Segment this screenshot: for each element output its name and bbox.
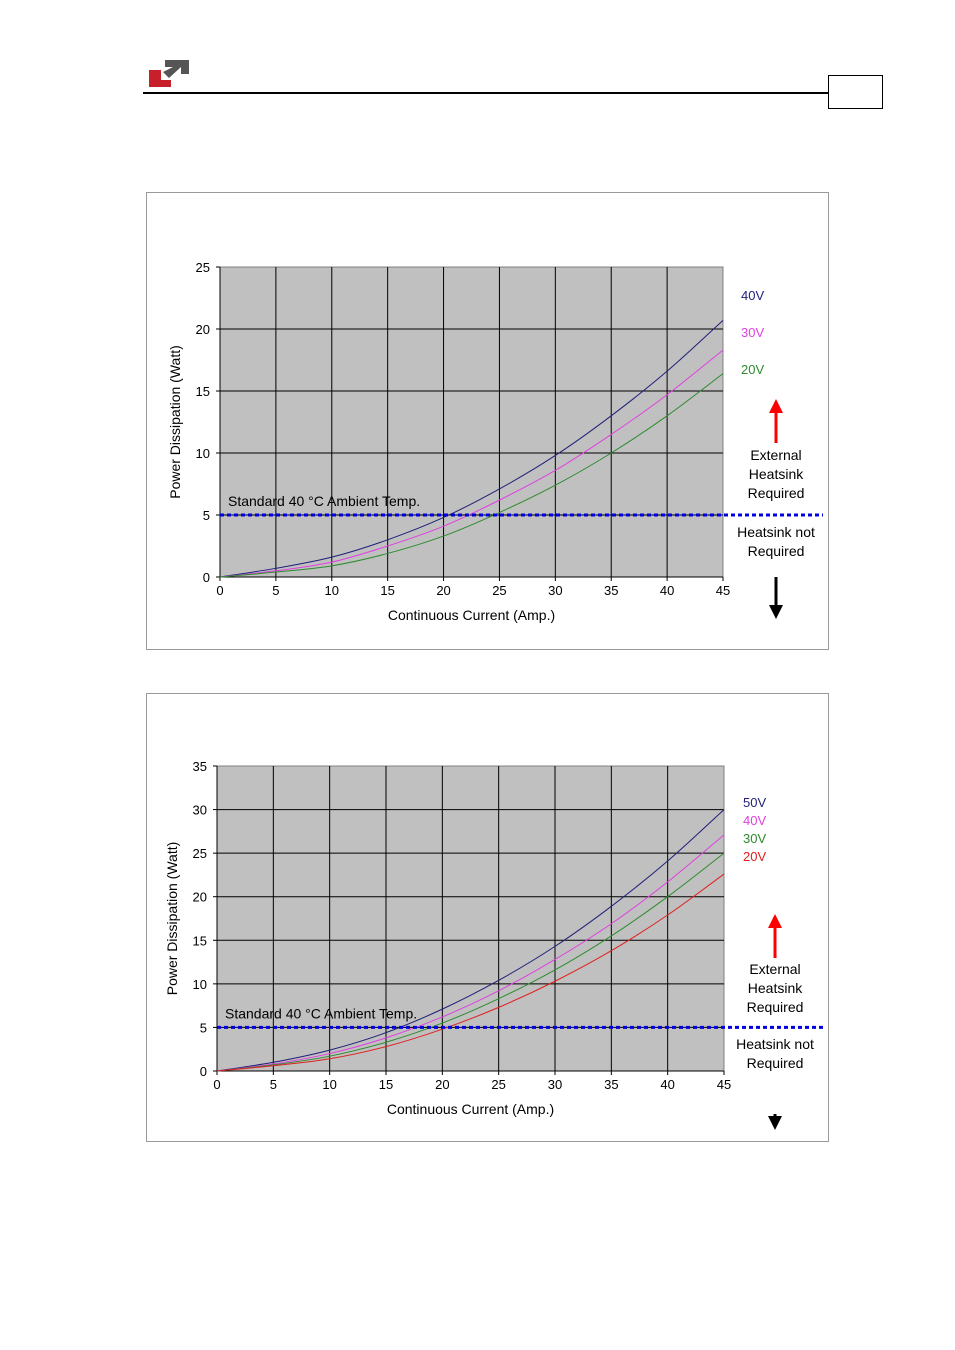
y-tick-label: 20 bbox=[196, 322, 210, 337]
x-tick-label: 30 bbox=[548, 1077, 562, 1092]
y-axis-title: Power Dissipation (Watt) bbox=[167, 345, 183, 499]
x-tick-label: 35 bbox=[604, 1077, 618, 1092]
x-tick-label: 35 bbox=[604, 583, 618, 598]
legend-entry-40V: 40V bbox=[741, 288, 764, 303]
x-tick-label: 15 bbox=[380, 583, 394, 598]
x-tick-label: 45 bbox=[717, 1077, 731, 1092]
x-tick-label: 40 bbox=[660, 1077, 674, 1092]
x-tick-label: 25 bbox=[491, 1077, 505, 1092]
chart-frame-2: 0 5 10 15 20 25 30 35 40 45 0 5 10 15 20 25 30 35 Continuo… bbox=[146, 693, 829, 1142]
down-arrow-head-icon bbox=[769, 605, 783, 619]
series-line-20V bbox=[219, 373, 724, 578]
x-tick-label: 20 bbox=[435, 1077, 449, 1092]
x-tick-label: 15 bbox=[379, 1077, 393, 1092]
x-tick-label: 0 bbox=[216, 583, 223, 598]
legend-entry-40V: 40V bbox=[743, 813, 766, 828]
up-arrow-head-icon bbox=[768, 914, 782, 928]
x-axis-title: Continuous Current (Amp.) bbox=[388, 607, 555, 623]
heatsink-not-required-label: Required bbox=[748, 543, 805, 559]
y-axis-title: Power Dissipation (Watt) bbox=[164, 842, 180, 996]
y-tick-label: 10 bbox=[196, 446, 210, 461]
series-line-40V bbox=[216, 834, 725, 1072]
y-tick-label: 5 bbox=[200, 1020, 207, 1035]
page-number-box bbox=[828, 75, 883, 109]
y-tick-label: 10 bbox=[193, 977, 207, 992]
y-tick-label: 20 bbox=[193, 890, 207, 905]
legend-entry-30V: 30V bbox=[743, 831, 766, 846]
heatsink-required-label: Required bbox=[748, 485, 805, 501]
plot-area-2 bbox=[216, 765, 725, 1072]
heatsink-required-label: External bbox=[749, 961, 800, 977]
x-tick-label: 20 bbox=[436, 583, 450, 598]
x-axis-title: Continuous Current (Amp.) bbox=[387, 1101, 554, 1117]
chart-frame-1: 0 5 10 15 20 25 30 35 40 45 0 5 10 15 20 25 Continuous C… bbox=[146, 192, 829, 650]
x-tick-label: 10 bbox=[325, 583, 339, 598]
heatsink-not-required-label: Heatsink not bbox=[737, 524, 815, 540]
x-tick-label: 5 bbox=[272, 583, 279, 598]
x-tick-label: 40 bbox=[660, 583, 674, 598]
down-arrow-head-icon bbox=[768, 1116, 782, 1130]
x-tick-label: 5 bbox=[270, 1077, 277, 1092]
series-line-30V bbox=[216, 852, 725, 1072]
x-tick-label: 45 bbox=[716, 583, 730, 598]
threshold-label: Standard 40 °C Ambient Temp. bbox=[228, 493, 420, 509]
heatsink-required-label: External bbox=[750, 447, 801, 463]
series-line-20V bbox=[216, 873, 725, 1072]
y-tick-label: 25 bbox=[193, 846, 207, 861]
x-tick-label: 25 bbox=[492, 583, 506, 598]
header-rule bbox=[143, 92, 828, 94]
power-dissipation-chart-1: 0 5 10 15 20 25 30 35 40 45 0 5 10 15 20 25 Continuous C… bbox=[167, 260, 823, 623]
plot-area-1 bbox=[219, 266, 724, 578]
power-dissipation-chart-2: 0 5 10 15 20 25 30 35 40 45 0 5 10 15 20 25 30 35 Continuo… bbox=[164, 759, 823, 1130]
y-tick-label: 0 bbox=[200, 1064, 207, 1079]
legend-entry-50V: 50V bbox=[743, 795, 766, 810]
up-arrow-head-icon bbox=[769, 399, 783, 413]
y-tick-label: 5 bbox=[203, 508, 210, 523]
y-tick-label: 25 bbox=[196, 260, 210, 275]
series-line-40V bbox=[219, 319, 724, 578]
heatsink-not-required-label: Heatsink not bbox=[736, 1036, 814, 1052]
company-logo-icon bbox=[149, 60, 189, 87]
series-line-50V bbox=[216, 809, 725, 1072]
heatsink-not-required-label: Required bbox=[747, 1055, 804, 1071]
y-tick-label: 15 bbox=[193, 933, 207, 948]
series-line-30V bbox=[219, 349, 724, 578]
heatsink-required-label: Heatsink bbox=[748, 980, 803, 996]
y-tick-label: 35 bbox=[193, 759, 207, 774]
heatsink-required-label: Required bbox=[747, 999, 804, 1015]
heatsink-required-label: Heatsink bbox=[749, 466, 804, 482]
legend-entry-20V: 20V bbox=[741, 362, 764, 377]
threshold-label: Standard 40 °C Ambient Temp. bbox=[225, 1005, 417, 1021]
y-tick-label: 30 bbox=[193, 803, 207, 818]
y-tick-label: 15 bbox=[196, 384, 210, 399]
x-tick-label: 30 bbox=[548, 583, 562, 598]
legend-entry-30V: 30V bbox=[741, 325, 764, 340]
x-tick-label: 0 bbox=[213, 1077, 220, 1092]
legend-entry-20V: 20V bbox=[743, 849, 766, 864]
y-tick-label: 0 bbox=[203, 570, 210, 585]
x-tick-label: 10 bbox=[322, 1077, 336, 1092]
